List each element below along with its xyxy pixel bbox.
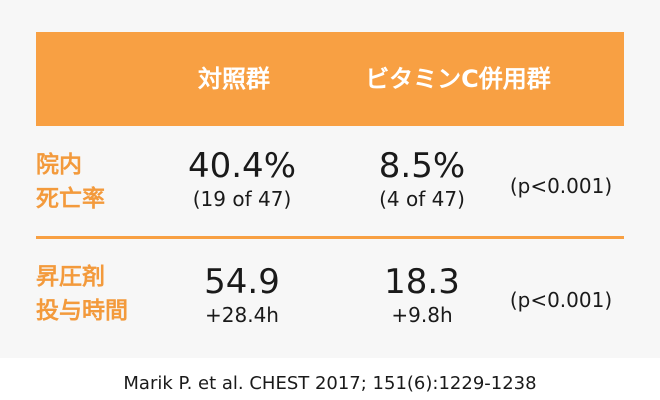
p-value-mortality: (p<0.001) <box>509 174 613 198</box>
row-divider <box>36 236 624 239</box>
citation: Marik P. et al. CHEST 2017; 151(6):1229-… <box>123 373 537 394</box>
row-label-line1: 院内 <box>36 152 82 178</box>
value-sub: +28.4h <box>205 303 279 327</box>
value-sub: (4 of 47) <box>379 187 465 211</box>
cell-mortality-control: 40.4% (19 of 47) <box>152 146 332 212</box>
header-vitamin-c-group: ビタミンC併用群 <box>365 65 551 93</box>
value-main: 8.5% <box>378 146 466 186</box>
row-label-mortality: 院内 死亡率 <box>36 148 176 216</box>
row-label-line1: 昇圧剤 <box>36 264 105 290</box>
row-label-line2: 死亡率 <box>36 186 105 212</box>
value-sub: (19 of 47) <box>192 187 292 211</box>
header-control-group: 対照群 <box>198 65 270 93</box>
value-sub: +9.8h <box>391 303 453 327</box>
row-label-line2: 投与時間 <box>36 298 128 324</box>
value-main: 40.4% <box>187 146 296 186</box>
row-label-vasopressor: 昇圧剤 投与時間 <box>36 260 176 328</box>
value-main: 18.3 <box>384 262 460 302</box>
results-panel: 対照群 ビタミンC併用群 院内 死亡率 40.4% (19 of 47) 8.5… <box>36 32 624 328</box>
table-header: 対照群 ビタミンC併用群 <box>36 32 624 126</box>
cell-vasopressor-control: 54.9 +28.4h <box>152 262 332 328</box>
value-main: 54.9 <box>204 262 280 302</box>
p-value-vasopressor: (p<0.001) <box>509 288 613 312</box>
cell-mortality-treatment: 8.5% (4 of 47) <box>332 146 512 212</box>
cell-vasopressor-treatment: 18.3 +9.8h <box>332 262 512 328</box>
